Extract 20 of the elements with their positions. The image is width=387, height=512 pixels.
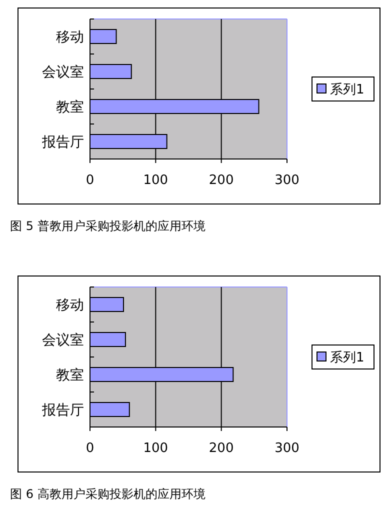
legend-label: 系列1 — [330, 350, 364, 366]
y-tick-label: 会议室 — [42, 332, 84, 348]
x-tick-label: 200 — [208, 441, 234, 456]
y-tick-label: 教室 — [56, 367, 84, 384]
y-tick-label: 移动 — [56, 297, 84, 314]
y-tick-label: 移动 — [56, 29, 84, 46]
text: 图 6 高教用户采购投影机的应用环境 — [10, 487, 206, 501]
y-tick-label: 教室 — [56, 99, 84, 116]
x-tick-label: 100 — [143, 441, 168, 456]
x-tick-label: 300 — [274, 173, 300, 188]
x-tick-label: 200 — [208, 173, 234, 188]
y-tick-label: 报告厅 — [41, 134, 84, 150]
x-tick-label: 100 — [143, 173, 168, 188]
y-tick-label: 会议室 — [42, 64, 84, 80]
x-tick-label: 0 — [86, 173, 94, 188]
x-tick-label: 0 — [86, 441, 94, 456]
x-tick-label: 300 — [274, 441, 300, 456]
text: 图 5 普教用户采购投影机的应用环境 — [10, 219, 206, 233]
y-tick-label: 报告厅 — [41, 402, 84, 418]
legend-label: 系列1 — [330, 82, 364, 98]
